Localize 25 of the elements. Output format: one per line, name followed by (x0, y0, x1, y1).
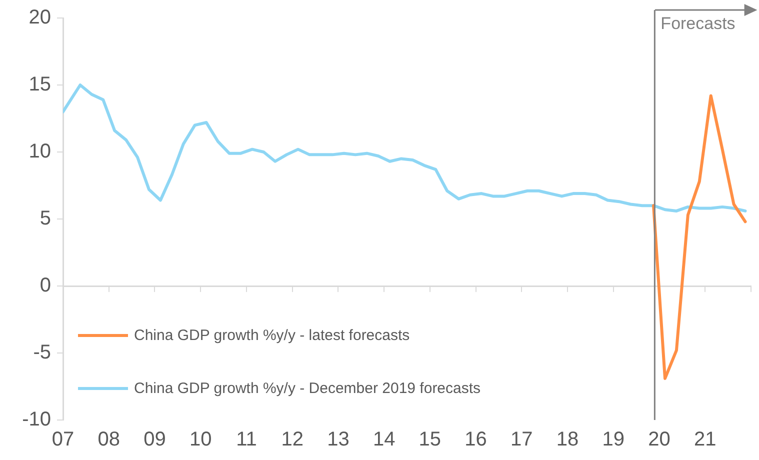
y-tick-label: 10 (28, 140, 51, 163)
x-tick-label: 18 (556, 428, 579, 451)
y-tick-label: -5 (33, 342, 51, 364)
x-tick-label: 08 (98, 428, 120, 451)
ref-line-label: Forecasts (660, 14, 736, 34)
x-tick-label: 11 (236, 428, 257, 451)
x-tick-label: 12 (281, 428, 304, 451)
x-tick-label: 07 (52, 428, 74, 451)
x-tick-label: 21 (694, 428, 716, 451)
x-tick-label: 09 (144, 428, 166, 451)
x-tick-label: 14 (372, 428, 396, 451)
y-tick-label: 15 (28, 74, 51, 96)
legend-label: China GDP growth %y/y - latest forecasts (134, 326, 410, 344)
legend-label: China GDP growth %y/y - December 2019 forecasts (134, 380, 481, 396)
x-tick-label: 10 (189, 428, 212, 451)
y-tick-label: 5 (40, 208, 51, 230)
y-tick-label: 0 (40, 274, 51, 297)
x-tick-label: 15 (418, 428, 442, 451)
y-tick-label: -10 (22, 408, 51, 431)
y-tick-label: 20 (28, 6, 51, 29)
x-tick-label: 20 (648, 428, 670, 451)
x-tick-label: 17 (510, 428, 533, 451)
x-tick-label: 13 (327, 428, 350, 451)
x-tick-label: 19 (602, 428, 625, 451)
x-tick-label: 16 (464, 428, 487, 451)
